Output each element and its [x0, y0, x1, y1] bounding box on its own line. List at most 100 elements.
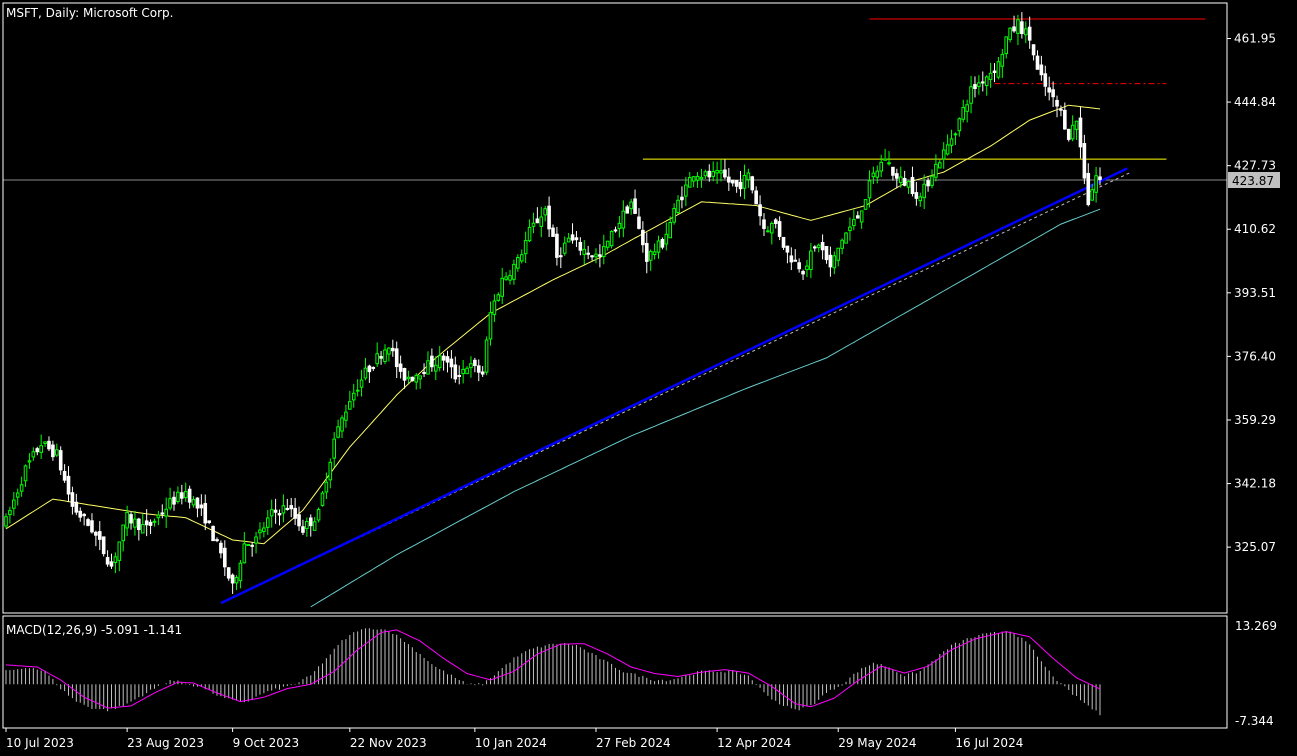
- candle-body: [348, 401, 352, 410]
- candle-body: [1051, 89, 1055, 98]
- candle-body: [1066, 128, 1071, 140]
- moving-average-short: [5, 104, 1101, 545]
- candle-body: [715, 170, 719, 174]
- candle: [183, 482, 188, 502]
- candle-body: [805, 265, 809, 271]
- candle-body: [598, 254, 602, 257]
- candle-body: [269, 509, 274, 517]
- candle-body: [840, 239, 844, 249]
- candle: [297, 506, 301, 531]
- candle-body: [973, 84, 977, 90]
- candle-body: [476, 365, 481, 373]
- candle-body: [781, 236, 786, 248]
- candle: [449, 350, 454, 379]
- candle-body: [324, 481, 329, 493]
- candle-body: [15, 492, 20, 498]
- candle-body: [211, 525, 215, 542]
- candle-body: [574, 237, 579, 241]
- candle-body: [152, 520, 157, 523]
- candle: [555, 226, 559, 266]
- macd-top-tick: 13.269: [1235, 619, 1277, 633]
- candle-body: [66, 475, 71, 495]
- candle: [852, 209, 856, 231]
- candle: [758, 195, 762, 226]
- candle-body: [910, 176, 915, 195]
- candle: [652, 243, 657, 260]
- candle: [97, 521, 102, 551]
- candle: [133, 510, 137, 536]
- candle-body: [961, 106, 966, 120]
- candle: [512, 259, 516, 285]
- candle-body: [31, 451, 36, 458]
- candle: [547, 196, 551, 237]
- candle-body: [1023, 28, 1028, 36]
- candle: [988, 62, 993, 88]
- candle: [469, 356, 473, 378]
- candle-body: [605, 240, 610, 248]
- support-trendline[interactable]: [220, 167, 1128, 605]
- candle: [539, 206, 544, 238]
- candle-body: [777, 221, 782, 237]
- candle: [570, 223, 575, 244]
- candle: [816, 243, 821, 253]
- candle-body: [641, 229, 645, 246]
- candle-body: [254, 536, 258, 544]
- candle: [867, 170, 872, 208]
- candle: [117, 541, 122, 572]
- main-price-panel[interactable]: [3, 12, 1227, 608]
- macd-panel[interactable]: [5, 628, 1101, 716]
- candle-body: [738, 181, 743, 190]
- candle-body: [680, 196, 684, 201]
- candle: [312, 517, 317, 531]
- candle: [656, 235, 661, 259]
- candle: [863, 199, 868, 210]
- candle: [394, 341, 399, 379]
- candle: [855, 211, 860, 219]
- candle-body: [1059, 108, 1063, 111]
- candle: [51, 440, 55, 461]
- candle: [508, 269, 512, 285]
- candle: [86, 517, 90, 527]
- candle: [320, 491, 325, 507]
- candle: [31, 447, 36, 461]
- candle-body: [207, 520, 211, 524]
- candle: [609, 230, 614, 249]
- candle: [242, 532, 247, 564]
- candle: [660, 237, 665, 250]
- candle: [648, 249, 653, 271]
- candle: [47, 436, 51, 452]
- candle-body: [672, 207, 676, 223]
- candle-body: [734, 179, 739, 187]
- y-tick-label: 342.18: [1234, 477, 1276, 491]
- candle: [719, 159, 723, 182]
- candle-body: [180, 492, 184, 499]
- candle-body: [906, 180, 911, 188]
- candle-body: [27, 460, 32, 463]
- candle-body: [312, 521, 317, 531]
- candle-body: [836, 247, 841, 261]
- y-tick-label: 359.29: [1234, 413, 1276, 427]
- candle: [78, 507, 83, 522]
- candle-body: [273, 509, 278, 513]
- candle: [289, 498, 294, 518]
- candle: [910, 166, 915, 197]
- candle: [410, 376, 415, 382]
- candle: [832, 251, 837, 275]
- candle: [223, 540, 227, 577]
- candle: [793, 249, 798, 262]
- candle-body: [535, 218, 540, 224]
- candle: [613, 226, 618, 233]
- candle-body: [226, 567, 231, 579]
- candle-body: [238, 562, 243, 582]
- candle: [406, 370, 411, 384]
- candle: [1078, 106, 1083, 159]
- candle-body: [359, 379, 364, 388]
- candle-body: [363, 367, 368, 379]
- candle-body: [613, 229, 618, 232]
- candle-body: [4, 516, 8, 527]
- candle-body: [977, 82, 981, 87]
- candle-body: [945, 144, 950, 155]
- candle: [836, 247, 841, 267]
- candle: [8, 506, 12, 524]
